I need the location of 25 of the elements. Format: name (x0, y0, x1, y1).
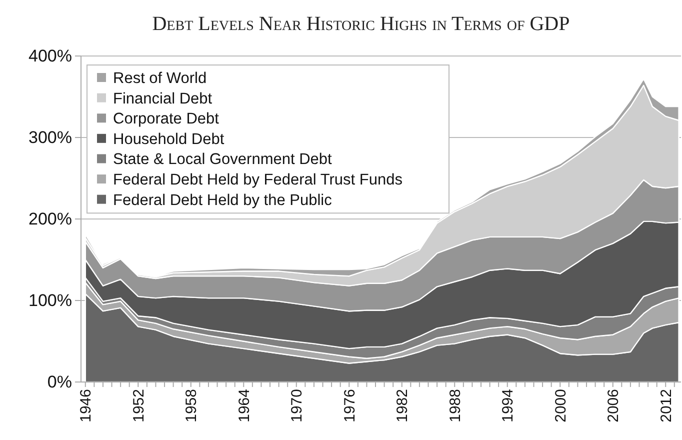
x-tick-label: 1964 (236, 389, 253, 422)
legend-label: Financial Debt (113, 90, 213, 108)
x-tick-label: 1994 (500, 389, 517, 422)
legend-label: Household Debt (113, 130, 225, 148)
y-tick-label: 0% (47, 372, 72, 392)
chart-title: Debt Levels Near Historic Highs in Terms of GDP (152, 13, 570, 35)
legend-label: Federal Debt Held by the Public (113, 192, 332, 209)
x-tick-label: 1952 (130, 389, 148, 422)
legend-label: Federal Debt Held by Federal Trust Funds (113, 172, 403, 188)
y-tick-label: 300% (28, 128, 72, 147)
x-tick-label: 1958 (183, 389, 200, 422)
x-tick-label: 1970 (288, 389, 306, 422)
x-tick-label: 1946 (78, 389, 95, 422)
legend-label: State & Local Government Debt (113, 151, 333, 168)
y-tick-label: 400% (28, 46, 72, 66)
x-tick-label: 1976 (341, 389, 358, 422)
x-tick-label: 2012 (658, 389, 675, 422)
x-tick-label: 2000 (552, 389, 570, 422)
y-tick-label: 200% (28, 209, 72, 228)
x-tick-label: 2006 (605, 389, 622, 422)
legend-label: Corporate Debt (113, 110, 220, 128)
y-tick-label: 100% (28, 290, 72, 310)
legend-label: Rest of World (113, 70, 207, 87)
x-tick-label: 1982 (394, 389, 412, 422)
x-tick-label: 1988 (446, 389, 464, 422)
